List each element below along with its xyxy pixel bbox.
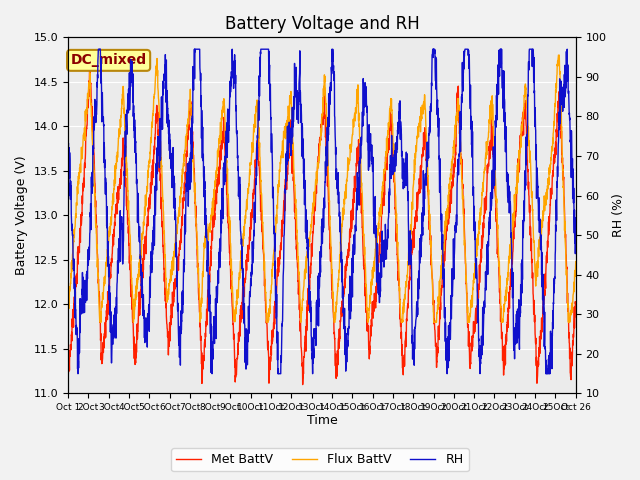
Met BattV <box>86 62 94 68</box>
RH <box>75 365 83 371</box>
Flux BattV <box>261 283 269 288</box>
Met BattV <box>572 299 580 305</box>
RH <box>348 279 355 285</box>
Met BattV <box>478 243 486 249</box>
RH <box>64 154 72 160</box>
Flux BattV <box>555 52 563 58</box>
Met BattV <box>261 291 269 297</box>
Title: Battery Voltage and RH: Battery Voltage and RH <box>225 15 419 33</box>
Flux BattV <box>64 304 72 310</box>
Met BattV <box>518 120 525 125</box>
Flux BattV <box>499 319 506 325</box>
Text: DC_mixed: DC_mixed <box>70 53 147 67</box>
Flux BattV <box>478 200 486 206</box>
Line: Met BattV: Met BattV <box>68 65 576 384</box>
Line: Flux BattV: Flux BattV <box>68 55 576 322</box>
RH <box>499 75 506 81</box>
Met BattV <box>499 358 506 363</box>
RH <box>262 47 269 52</box>
RH <box>74 371 82 377</box>
Flux BattV <box>97 319 104 325</box>
RH <box>95 47 102 52</box>
Met BattV <box>299 382 307 387</box>
Y-axis label: Battery Voltage (V): Battery Voltage (V) <box>15 156 28 275</box>
RH <box>518 269 525 275</box>
Flux BattV <box>518 123 525 129</box>
Flux BattV <box>348 144 355 149</box>
Line: RH: RH <box>68 49 576 374</box>
Legend: Met BattV, Flux BattV, RH: Met BattV, Flux BattV, RH <box>172 448 468 471</box>
RH <box>572 225 580 231</box>
Met BattV <box>64 362 72 368</box>
X-axis label: Time: Time <box>307 414 337 427</box>
Flux BattV <box>74 173 82 179</box>
Met BattV <box>74 252 82 257</box>
Y-axis label: RH (%): RH (%) <box>612 193 625 237</box>
Met BattV <box>348 226 355 232</box>
RH <box>478 336 486 341</box>
Flux BattV <box>572 259 580 264</box>
